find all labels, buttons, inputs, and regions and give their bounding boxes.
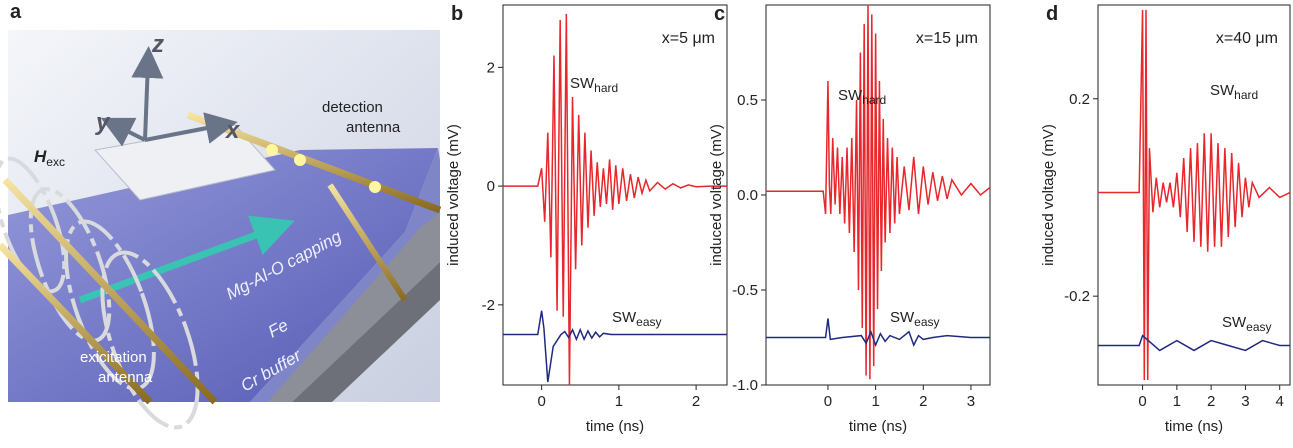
series-line — [766, 5, 990, 380]
contact — [369, 181, 381, 193]
series-name: SW — [1222, 314, 1247, 331]
series-label: SWeasy — [612, 309, 662, 329]
y-tick-label: -2 — [482, 297, 495, 314]
field-label: Hexc — [34, 147, 65, 169]
annotation: x=40 μm — [1216, 30, 1278, 47]
excitation-rod — [0, 242, 153, 405]
y-axis-label: induced voltage (mV) — [445, 124, 462, 266]
x-tick-label: 4 — [1276, 393, 1284, 410]
z-axis — [131, 46, 164, 141]
x-tick-label: 3 — [967, 393, 975, 410]
chart: -0.2 0.2 0 1 2 3 4 time (ns) induced voltage (mV… — [1040, 3, 1291, 435]
field-subscript: exc — [46, 155, 65, 169]
chart: 0.5 0.0 -0.5 -1.0 0 1 2 3 time (ns) induced volta… — [708, 3, 991, 435]
y-tick-label: -0.2 — [1064, 288, 1090, 305]
x-axis-label: time (ns) — [586, 418, 644, 435]
panel-label: a — [10, 1, 22, 23]
x-tick-label: 2 — [919, 393, 927, 410]
series-line — [1098, 334, 1290, 352]
panel-label: c — [714, 3, 725, 25]
panel-label: d — [1046, 3, 1058, 25]
x-tick-label: 1 — [615, 393, 623, 410]
detection-rod — [327, 183, 408, 302]
y-tick-label: 0.2 — [1069, 91, 1090, 108]
series-label: SWhard — [1210, 82, 1258, 102]
contact — [266, 144, 278, 156]
series-subscript: easy — [636, 315, 661, 329]
series-name: SW — [1210, 82, 1235, 99]
series-label: SWeasy — [890, 309, 940, 329]
y-axis-label: induced voltage (mV) — [708, 124, 725, 266]
y-tick-label: -0.5 — [732, 282, 758, 299]
propagation-arrow — [78, 215, 295, 304]
x-axis-label: time (ns) — [849, 418, 907, 435]
series-label: SWhard — [838, 87, 886, 107]
y-axis — [100, 117, 146, 147]
series-line — [503, 13, 727, 385]
series-label: SWhard — [570, 75, 618, 95]
x-tick-label: 1 — [871, 393, 879, 410]
detection-label: antenna — [346, 119, 401, 136]
excitation-rod — [2, 177, 218, 405]
series-line — [1098, 9, 1290, 381]
axis-label: x — [224, 117, 241, 144]
series-name: SW — [838, 87, 863, 104]
series-name: SW — [570, 75, 595, 92]
series-subscript: hard — [1234, 88, 1258, 102]
excitation-label: antenna — [98, 369, 153, 386]
y-tick-label: 0.5 — [737, 92, 758, 109]
illustration: a z y x Hexc detection antenna exicitati… — [0, 1, 442, 430]
series-line — [766, 318, 990, 348]
chart: -2 0 2 0 1 2 time (ns) induced voltage (mV) b x=5… — [445, 3, 728, 435]
excitation-label: exicitation — [80, 349, 147, 366]
y-tick-label: 0 — [487, 178, 495, 195]
detection-label: detection — [322, 99, 383, 116]
x-tick-label: 0 — [537, 393, 545, 410]
y-axis-label: induced voltage (mV) — [1040, 124, 1057, 266]
series-subscript: easy — [914, 315, 939, 329]
panel-label: b — [451, 3, 463, 25]
contact — [294, 154, 306, 166]
series-name: SW — [890, 309, 915, 326]
series-subscript: hard — [862, 93, 886, 107]
x-tick-label: 2 — [692, 393, 700, 410]
series-subscript: easy — [1246, 320, 1271, 334]
x-tick-label: 3 — [1241, 393, 1249, 410]
axis-label: z — [151, 31, 164, 58]
slab-top — [8, 148, 438, 402]
series-name: SW — [612, 309, 637, 326]
plot-frame — [502, 4, 728, 386]
y-tick-label: -1.0 — [732, 377, 758, 394]
x-tick-label: 0 — [1138, 393, 1146, 410]
x-tick-label: 1 — [1173, 393, 1181, 410]
x-axis — [144, 112, 238, 144]
series-subscript: hard — [594, 81, 618, 95]
x-tick-label: 0 — [824, 393, 832, 410]
annotation: x=5 μm — [662, 30, 715, 47]
fe-layer — [268, 212, 440, 402]
y-tick-label: 2 — [487, 59, 495, 76]
x-axis-label: time (ns) — [1165, 418, 1223, 435]
field-rings — [0, 156, 200, 430]
field-symbol: H — [34, 147, 47, 166]
annotation: x=15 μm — [916, 30, 978, 47]
plot-frame — [1097, 4, 1291, 386]
y-tick-label: 0.0 — [737, 187, 758, 204]
axis-label: y — [95, 109, 111, 136]
series-label: SWeasy — [1222, 314, 1272, 334]
x-tick-label: 2 — [1207, 393, 1215, 410]
series-line — [503, 310, 727, 383]
